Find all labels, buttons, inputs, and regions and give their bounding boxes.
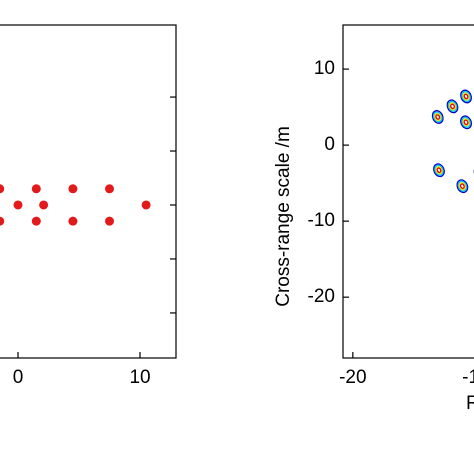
point bbox=[31, 184, 41, 194]
contour-blob bbox=[433, 163, 445, 178]
contour-ring bbox=[458, 182, 466, 191]
contour-ring bbox=[457, 180, 468, 192]
contour-ring bbox=[460, 115, 473, 130]
contour-ring bbox=[446, 99, 459, 114]
contour-ring bbox=[432, 111, 443, 123]
contour-ring bbox=[459, 183, 465, 189]
point bbox=[31, 216, 41, 226]
point bbox=[39, 200, 49, 210]
point bbox=[105, 184, 115, 194]
contour-ring bbox=[461, 116, 471, 128]
x-axis-label: Range scale /m bbox=[466, 393, 474, 414]
contour-ring bbox=[463, 119, 469, 126]
contour-ring bbox=[434, 164, 444, 176]
point bbox=[13, 200, 23, 210]
y-tick-label: -10 bbox=[308, 210, 335, 231]
contour-ring bbox=[447, 100, 458, 112]
contour-ring bbox=[456, 179, 469, 194]
contour-blob bbox=[456, 179, 469, 194]
contour-ring bbox=[450, 103, 455, 110]
contour-ring bbox=[462, 92, 470, 101]
point bbox=[105, 216, 115, 226]
contour-ring bbox=[462, 118, 470, 127]
x-tick-label: 10 bbox=[129, 367, 150, 388]
contour-blob bbox=[460, 115, 473, 130]
contour-blob bbox=[460, 89, 473, 104]
point bbox=[141, 200, 151, 210]
contour-blob bbox=[446, 99, 459, 114]
contour-ring bbox=[461, 90, 471, 102]
contour-blob bbox=[431, 110, 444, 124]
x-tick-label: 0 bbox=[13, 367, 24, 388]
contour-ring bbox=[435, 114, 441, 120]
contour-ring bbox=[463, 93, 469, 100]
contour-ring bbox=[436, 167, 442, 173]
point bbox=[68, 216, 78, 226]
x-tick-label: -10 bbox=[462, 367, 474, 388]
y-tick-label: 10 bbox=[314, 58, 335, 79]
y-tick-label: -20 bbox=[308, 286, 335, 307]
contour-ring bbox=[434, 112, 442, 122]
x-tick-label: -20 bbox=[339, 367, 366, 388]
point bbox=[68, 184, 78, 194]
point bbox=[0, 216, 5, 226]
contour-ring bbox=[435, 166, 443, 175]
contour-ring bbox=[431, 110, 444, 124]
y-axis-label: Cross-range scale /m bbox=[273, 126, 294, 307]
plot-frame bbox=[342, 24, 474, 359]
plot-frame bbox=[0, 24, 177, 359]
y-tick-label: 0 bbox=[324, 134, 335, 155]
point bbox=[0, 184, 5, 194]
contour-ring bbox=[433, 163, 445, 178]
contour-ring bbox=[448, 102, 457, 111]
contour-ring bbox=[460, 89, 473, 104]
